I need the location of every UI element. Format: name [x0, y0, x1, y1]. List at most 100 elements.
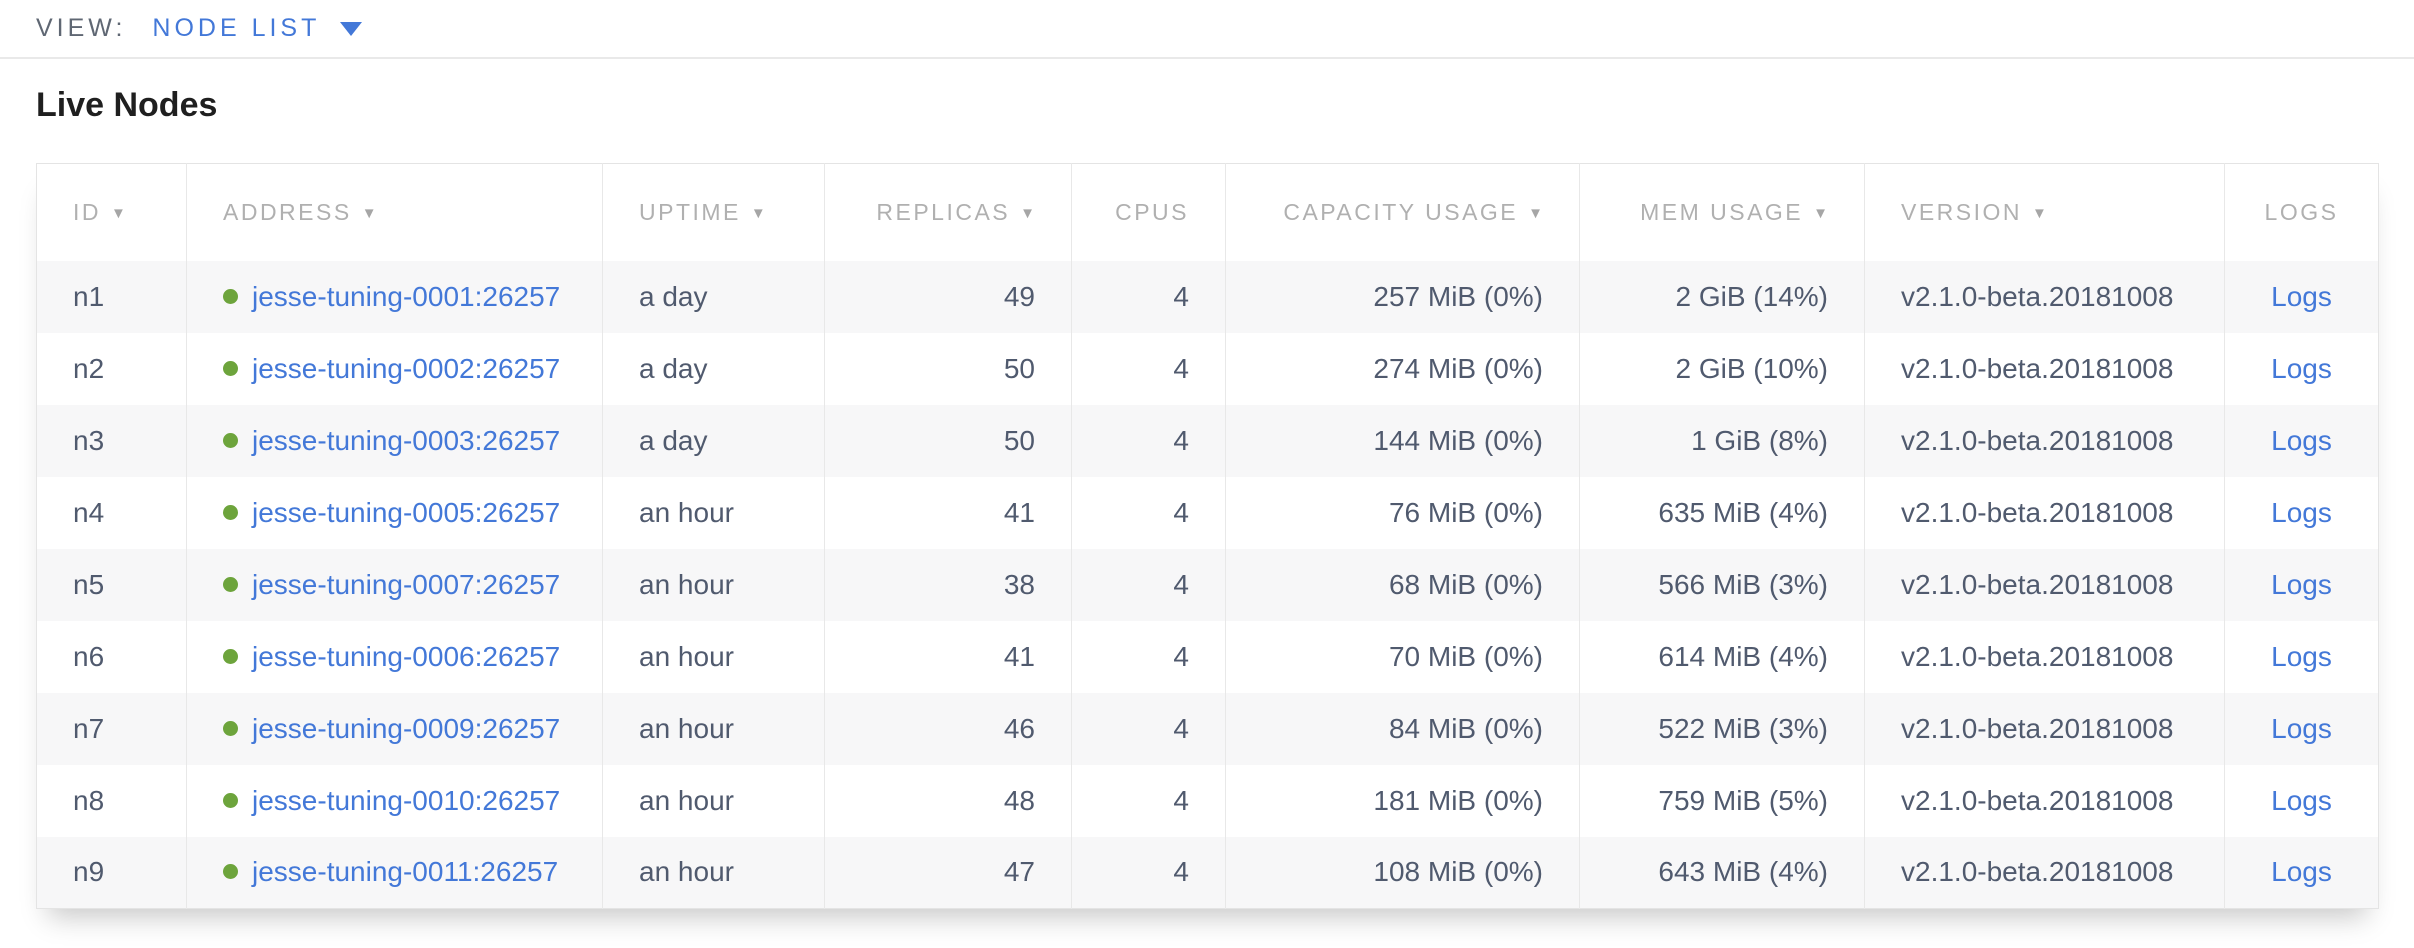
node-address-link[interactable]: jesse-tuning-0007:26257	[252, 568, 561, 600]
cell-logs: Logs	[2224, 548, 2379, 621]
cell-uptime: an hour	[602, 548, 825, 621]
column-header-version[interactable]: VERSION ▼	[1864, 163, 2225, 261]
logs-link[interactable]: Logs	[2271, 352, 2332, 384]
column-header-label: UPTIME	[639, 198, 741, 225]
cell-replicas: 49	[824, 260, 1072, 333]
column-header-id[interactable]: ID ▼	[36, 163, 187, 261]
column-header-mem-usage[interactable]: MEM USAGE ▼	[1579, 163, 1865, 261]
cell-version: v2.1.0-beta.20181008	[1864, 620, 2225, 693]
sort-desc-icon: ▼	[2032, 204, 2047, 222]
cell-uptime: a day	[602, 332, 825, 405]
table-row: n6 jesse-tuning-0006:26257 an hour 41 4 70 Mi…	[37, 620, 2379, 693]
table-row: n7 jesse-tuning-0009:26257 an hour 46 4 84 Mi…	[36, 692, 2379, 765]
cell-mem-usage: 759 MiB (5%)	[1579, 764, 1865, 837]
logs-link[interactable]: Logs	[2271, 784, 2332, 816]
node-address-link[interactable]: jesse-tuning-0011:26257	[252, 856, 559, 888]
column-header-uptime[interactable]: UPTIME ▼	[602, 163, 825, 261]
cell-replicas: 41	[824, 476, 1072, 549]
cell-capacity-usage: 84 MiB (0%)	[1225, 692, 1580, 765]
table-row: n4 jesse-tuning-0005:26257 an hour 41 4 76 Mi…	[37, 476, 2379, 549]
node-health-icon	[223, 432, 238, 448]
cell-version: v2.1.0-beta.20181008	[1864, 548, 2225, 621]
column-header-label: LOGS	[2264, 198, 2339, 225]
cell-capacity-usage: 257 MiB (0%)	[1225, 260, 1580, 333]
cell-logs: Logs	[2224, 332, 2379, 405]
column-header-label: MEM USAGE	[1640, 198, 1804, 225]
cell-mem-usage: 566 MiB (3%)	[1579, 548, 1865, 621]
node-health-icon	[223, 288, 238, 304]
cell-node-id: n6	[73, 640, 105, 672]
cell-capacity-usage: 76 MiB (0%)	[1225, 476, 1580, 549]
node-table-body: n1 jesse-tuning-0001:26257 a day 49 4 257 MiB…	[36, 260, 2379, 909]
cell-uptime: an hour	[602, 476, 825, 549]
column-header-cpus: CPUS	[1071, 163, 1226, 261]
column-header-address[interactable]: ADDRESS ▼	[186, 163, 603, 261]
cell-logs: Logs	[2224, 836, 2379, 909]
cell-cpus: 4	[1071, 476, 1226, 549]
sort-desc-icon: ▼	[1020, 204, 1035, 222]
caret-down-icon	[340, 21, 363, 36]
node-address-link[interactable]: jesse-tuning-0010:26257	[252, 784, 561, 816]
cell-logs: Logs	[2224, 620, 2379, 693]
sort-desc-icon: ▼	[750, 204, 766, 222]
cell-replicas: 46	[824, 692, 1072, 765]
table-row: n8 jesse-tuning-0010:26257 an hour 48 4 181 M…	[37, 764, 2379, 837]
cell-version: v2.1.0-beta.20181008	[1864, 260, 2225, 333]
cell-capacity-usage: 70 MiB (0%)	[1225, 620, 1580, 693]
node-address-link[interactable]: jesse-tuning-0009:26257	[252, 712, 561, 744]
sort-desc-icon: ▼	[361, 204, 377, 222]
column-header-logs: LOGS	[2224, 163, 2379, 261]
cell-mem-usage: 2 GiB (14%)	[1579, 260, 1865, 333]
cell-cpus: 4	[1071, 620, 1226, 693]
table-row: n1 jesse-tuning-0001:26257 a day 49 4 257 MiB…	[36, 260, 2379, 333]
cell-node-id: n8	[73, 784, 105, 816]
view-selector-dropdown[interactable]: NODE LIST	[152, 14, 363, 43]
cell-version: v2.1.0-beta.20181008	[1864, 836, 2225, 909]
cell-address: jesse-tuning-0002:26257	[186, 332, 603, 405]
cell-address: jesse-tuning-0006:26257	[186, 620, 603, 693]
logs-link[interactable]: Logs	[2271, 280, 2332, 312]
node-address-link[interactable]: jesse-tuning-0001:26257	[252, 280, 561, 312]
cell-logs: Logs	[2224, 404, 2379, 477]
table-row: n9 jesse-tuning-0011:26257 an hour 47 4 108 M…	[36, 836, 2379, 909]
table-row: n2 jesse-tuning-0002:26257 a day 50 4 274 MiB…	[37, 332, 2379, 405]
cell-version: v2.1.0-beta.20181008	[1864, 476, 2225, 549]
logs-link[interactable]: Logs	[2271, 496, 2332, 528]
node-address-link[interactable]: jesse-tuning-0003:26257	[252, 424, 561, 456]
cell-replicas: 50	[824, 404, 1072, 477]
node-health-icon	[223, 648, 238, 664]
column-header-replicas[interactable]: REPLICAS ▼	[824, 163, 1072, 261]
cell-version: v2.1.0-beta.20181008	[1864, 404, 2225, 477]
cell-address: jesse-tuning-0011:26257	[186, 836, 603, 909]
column-header-label: CPUS	[1115, 198, 1189, 225]
node-health-icon	[223, 360, 238, 376]
cell-node-id: n2	[73, 352, 105, 384]
node-address-link[interactable]: jesse-tuning-0002:26257	[252, 352, 561, 384]
cell-cpus: 4	[1071, 836, 1226, 909]
live-nodes-table: ID ▼ ADDRESS ▼ UPTIME ▼ REPLICAS ▼ CPUS CAPA…	[36, 163, 2379, 909]
cell-replicas: 38	[824, 548, 1072, 621]
column-header-capacity-usage[interactable]: CAPACITY USAGE ▼	[1225, 163, 1580, 261]
cell-logs: Logs	[2224, 764, 2379, 837]
cell-uptime: a day	[602, 404, 825, 477]
cell-version: v2.1.0-beta.20181008	[1864, 332, 2225, 405]
node-address-link[interactable]: jesse-tuning-0006:26257	[252, 640, 561, 672]
logs-link[interactable]: Logs	[2271, 712, 2332, 744]
table-row: n3 jesse-tuning-0003:26257 a day 50 4 144 MiB…	[36, 404, 2379, 477]
view-selected-value: NODE LIST	[152, 14, 321, 42]
logs-link[interactable]: Logs	[2271, 568, 2332, 600]
cell-mem-usage: 522 MiB (3%)	[1579, 692, 1865, 765]
cell-cpus: 4	[1071, 332, 1226, 405]
cell-replicas: 47	[824, 836, 1072, 909]
cell-version: v2.1.0-beta.20181008	[1864, 764, 2225, 837]
logs-link[interactable]: Logs	[2271, 424, 2332, 456]
cell-mem-usage: 1 GiB (8%)	[1579, 404, 1865, 477]
cell-uptime: an hour	[602, 836, 825, 909]
view-bar: VIEW: NODE LIST	[0, 0, 2414, 59]
cell-capacity-usage: 181 MiB (0%)	[1225, 764, 1580, 837]
logs-link[interactable]: Logs	[2271, 856, 2332, 888]
node-address-link[interactable]: jesse-tuning-0005:26257	[252, 496, 561, 528]
node-health-icon	[223, 504, 238, 520]
cell-logs: Logs	[2224, 476, 2379, 549]
logs-link[interactable]: Logs	[2271, 640, 2332, 672]
